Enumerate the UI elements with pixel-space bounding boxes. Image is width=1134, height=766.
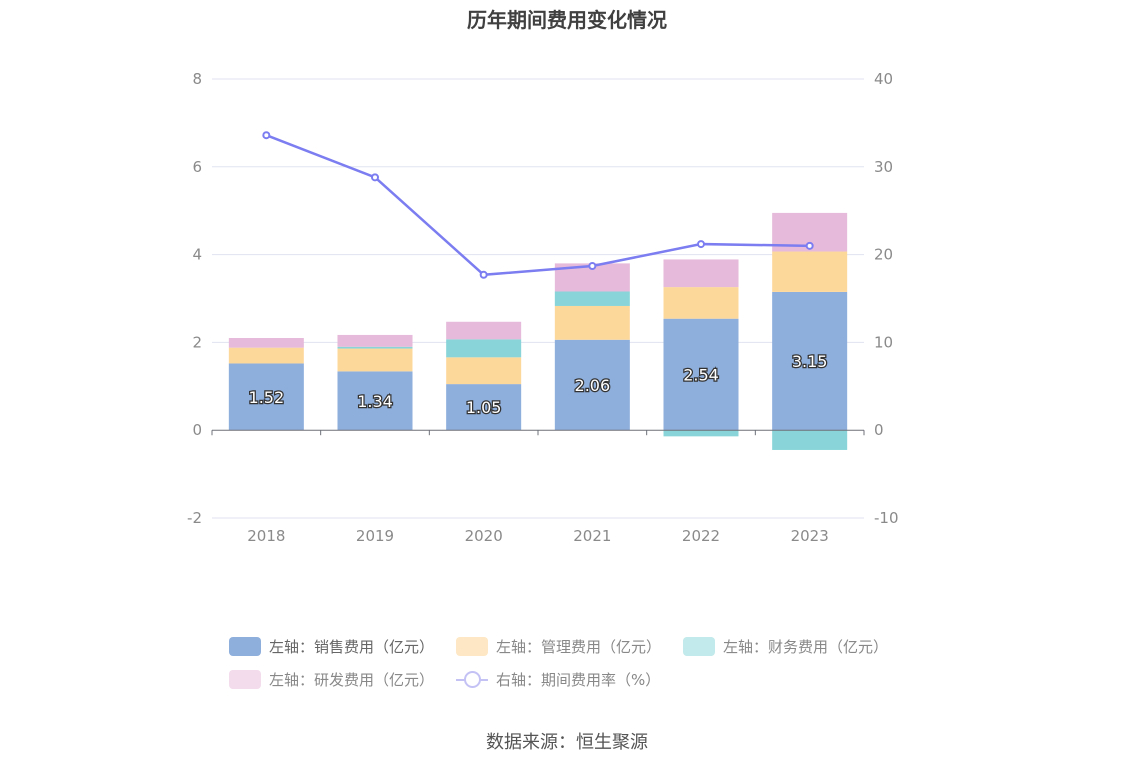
bar-sales-2023 — [772, 291, 848, 431]
data-label-sales: 2.54 — [683, 365, 719, 384]
right-axis-tick-label: 30 — [874, 158, 893, 176]
data-label-sales: 2.06 — [575, 376, 611, 395]
legend-item-rnd[interactable]: 左轴：研发费用（亿元） — [229, 669, 434, 690]
bar-finance-2019 — [337, 346, 413, 349]
legend-item-sales[interactable]: 左轴：销售费用（亿元） — [229, 636, 434, 657]
data-label-sales: 1.34 — [357, 392, 393, 411]
bar-rnd-2020 — [446, 321, 522, 340]
legend-label-expense-rate: 右轴：期间费用率（%） — [496, 671, 661, 689]
left-axis-tick-label: 4 — [192, 246, 202, 264]
bar-admin-2021 — [554, 305, 630, 340]
legend-item-finance[interactable]: 左轴：财务费用（亿元） — [683, 636, 888, 657]
right-axis-tick-label: 20 — [874, 246, 893, 264]
x-axis-label: 2022 — [682, 527, 720, 545]
bar-sales-2018 — [228, 363, 304, 431]
bar-admin-2020 — [446, 357, 522, 385]
line-point-2020 — [479, 270, 488, 279]
left-axis-tick-label: 6 — [192, 158, 202, 176]
left-axis-tick-label: 2 — [192, 333, 202, 351]
bar-finance-2022 — [663, 430, 739, 437]
legend-label-rnd: 左轴：研发费用（亿元） — [269, 671, 435, 689]
x-axis-label: 2018 — [247, 527, 285, 545]
bar-sales-2019 — [337, 371, 413, 431]
left-axis-tick-label: 0 — [192, 421, 202, 439]
bar-rnd-2022 — [663, 259, 739, 288]
right-axis-tick-label: 10 — [874, 333, 893, 351]
bar-admin-2022 — [663, 287, 739, 319]
bar-admin-2019 — [337, 348, 413, 372]
line-expense-rate — [265, 134, 810, 277]
legend-label-sales: 左轴：销售费用（亿元） — [269, 638, 435, 656]
legend-swatch-rnd — [229, 670, 261, 689]
x-axis-label: 2021 — [573, 527, 611, 545]
bar-finance-2021 — [554, 291, 630, 306]
right-axis-tick-label: 40 — [874, 70, 893, 88]
legend-row-2: 左轴：研发费用（亿元） 右轴：期间费用率（%） — [229, 663, 949, 696]
x-axis-label: 2020 — [465, 527, 503, 545]
bar-sales-2022 — [663, 318, 739, 431]
bar-rnd-2019 — [337, 334, 413, 347]
right-axis-tick-label: 0 — [874, 421, 884, 439]
legend-swatch-expense-rate — [456, 670, 489, 689]
legend-item-admin[interactable]: 左轴：管理费用（亿元） — [456, 636, 661, 657]
data-source: 数据来源：恒生聚源 — [486, 732, 648, 753]
chart-title: 历年期间费用变化情况 — [467, 8, 667, 32]
line-point-2018 — [262, 131, 271, 140]
right-axis-tick-label: -10 — [874, 509, 899, 527]
legend-swatch-finance — [683, 637, 716, 656]
x-axis-label: 2019 — [356, 527, 394, 545]
legend-row-1: 左轴：销售费用（亿元） 左轴：管理费用（亿元） 左轴：财务费用（亿元） — [229, 630, 949, 663]
line-point-2022 — [697, 240, 705, 249]
bar-finance-2023 — [772, 430, 848, 450]
bar-rnd-2018 — [228, 338, 304, 348]
legend-label-finance: 左轴：财务费用（亿元） — [723, 638, 889, 656]
bar-finance-2020 — [446, 339, 522, 358]
legend-swatch-sales — [229, 637, 261, 656]
line-point-2021 — [588, 262, 597, 271]
line-point-2023 — [805, 241, 814, 250]
line-point-2019 — [371, 173, 379, 182]
bar-sales-2020 — [446, 384, 522, 431]
data-label-sales: 3.15 — [792, 352, 828, 371]
bar-sales-2021 — [554, 339, 630, 431]
x-axis-label: 2023 — [791, 527, 829, 545]
bar-admin-2023 — [772, 251, 848, 292]
left-axis-tick-label: -2 — [187, 509, 202, 527]
legend: 左轴：销售费用（亿元） 左轴：管理费用（亿元） 左轴：财务费用（亿元） 左轴：研… — [229, 630, 949, 696]
data-label-sales: 1.52 — [249, 388, 285, 407]
data-label-sales: 1.05 — [466, 398, 502, 417]
bar-admin-2018 — [228, 347, 304, 364]
left-axis-tick-label: 8 — [192, 70, 202, 88]
legend-swatch-admin — [456, 637, 489, 656]
legend-item-expense-rate[interactable]: 右轴：期间费用率（%） — [456, 669, 660, 690]
legend-label-admin: 左轴：管理费用（亿元） — [496, 638, 662, 656]
